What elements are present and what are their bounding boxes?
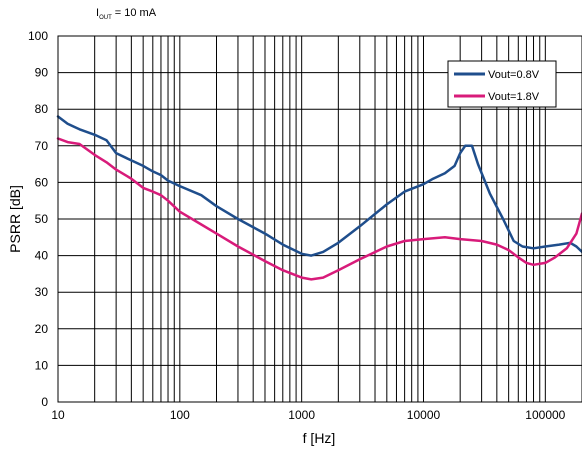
y-tick-label: 60 xyxy=(35,175,49,189)
x-tick-label: 100000 xyxy=(525,408,565,422)
condition-rest: = 10 mA xyxy=(111,7,157,19)
x-axis-label: f [Hz] xyxy=(303,430,336,446)
y-tick-label: 90 xyxy=(35,66,49,80)
condition-main: I xyxy=(96,7,100,19)
legend-box xyxy=(447,60,557,108)
y-tick-label: 10 xyxy=(35,358,49,372)
series-lines xyxy=(56,115,582,281)
y-tick-label: 20 xyxy=(35,322,49,336)
x-tick-label: 1000 xyxy=(288,408,315,422)
y-axis-label: PSRR [dB] xyxy=(7,185,23,253)
series-line-1 xyxy=(56,115,582,257)
plot-frame xyxy=(57,35,582,403)
legend-label: Vout=1.8V xyxy=(488,91,540,103)
condition-sub: OUT xyxy=(99,15,112,21)
y-tick-label: 70 xyxy=(35,139,49,153)
condition-label: IOUT = 10 mA xyxy=(96,7,157,21)
x-tick-label: 100 xyxy=(170,408,190,422)
y-tick-label: 40 xyxy=(35,249,49,263)
legend-label: Vout=0.8V xyxy=(488,69,540,81)
series-line-2 xyxy=(56,137,582,281)
y-tick-label: 80 xyxy=(35,102,49,116)
y-tick-label: 100 xyxy=(28,29,48,43)
x-tick-label: 10 xyxy=(51,408,65,422)
legend: Vout=0.8V Vout=1.8V xyxy=(447,60,557,108)
y-tick-label: 30 xyxy=(35,285,49,299)
y-tick-label: 50 xyxy=(35,212,49,226)
y-tick-label: 0 xyxy=(41,395,48,409)
x-tick-label: 10000 xyxy=(407,408,441,422)
